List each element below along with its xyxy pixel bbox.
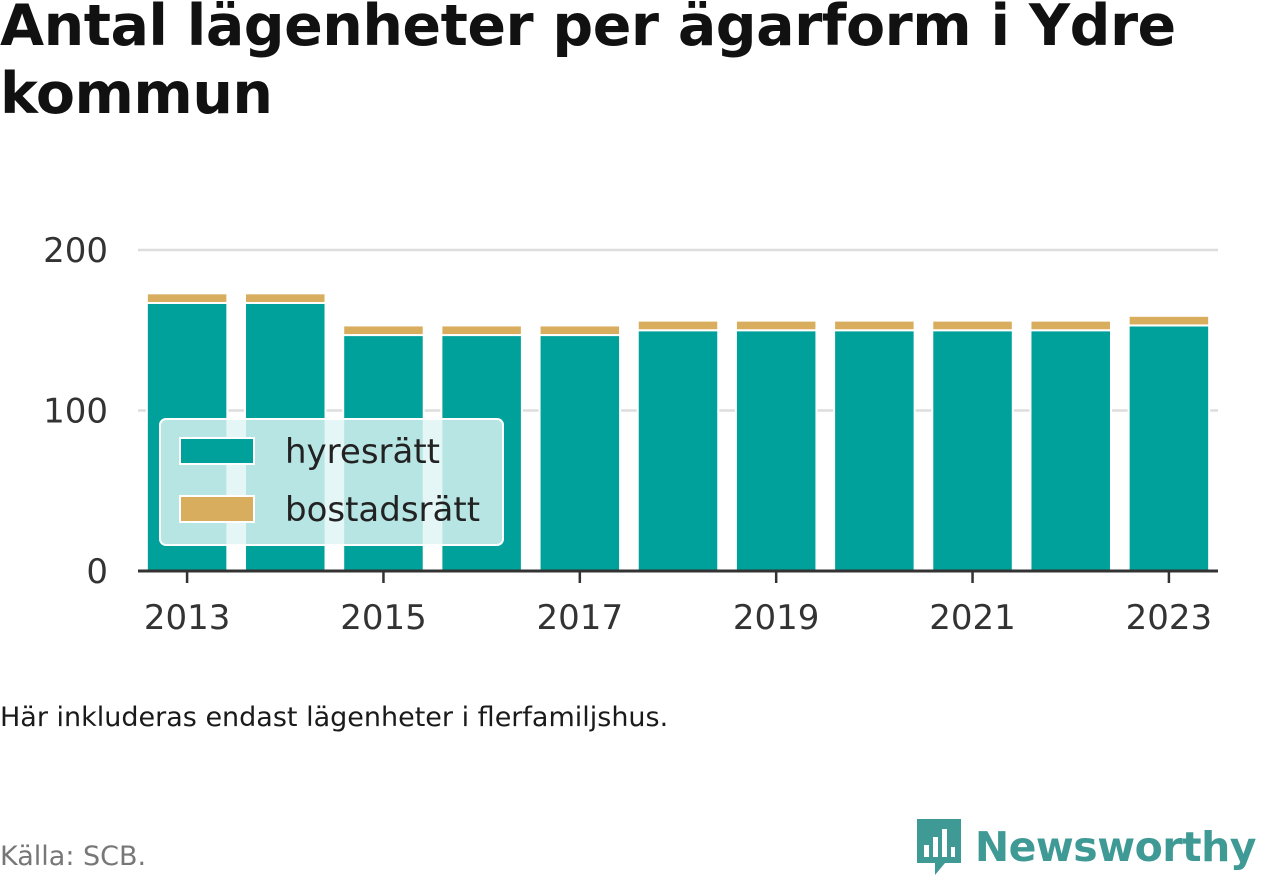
chart-note: Här inkluderas endast lägenheter i flerf… [0,702,669,733]
x-tick-label: 2023 [1126,598,1213,638]
legend-swatch-hyresratt [179,437,255,465]
newsworthy-brand[interactable]: Newsworthy [915,817,1257,877]
x-tick-label: 2021 [929,598,1016,638]
x-tick-label: 2015 [340,598,427,638]
brand-name: Newsworthy [974,823,1257,871]
legend-label-hyresratt: hyresrätt [285,432,440,472]
legend-label-bostadsratt: bostadsrätt [285,490,480,530]
bar-hyresratt-2017 [538,334,622,572]
y-tick-label: 200 [43,231,108,271]
bar-bostadsratt-2020 [833,319,916,332]
bar-hyresratt-2018 [636,329,720,572]
y-tick-label: 0 [86,552,108,592]
bar-bostadsratt-2023 [1127,314,1211,327]
bar-hyresratt-2022 [1029,329,1112,572]
bar-bostadsratt-2021 [931,319,1014,332]
x-tick-label: 2019 [733,598,820,638]
stacked-bar-chart: 0 100 200 2013 2015 2017 2019 2021 2023 hyresrät… [43,231,1218,638]
bar-bostadsratt-2016 [440,324,523,337]
bar-bostadsratt-2022 [1029,319,1112,332]
x-tick-label: 2017 [537,598,624,638]
bar-hyresratt-2019 [734,329,818,572]
legend-swatch-bostadsratt [179,495,255,523]
source-credit: Källa: SCB. [0,841,147,872]
bar-hyresratt-2023 [1127,324,1211,572]
newsworthy-logo-icon [916,819,961,875]
bar-bostadsratt-2015 [342,324,425,337]
bar-hyresratt-2020 [833,329,916,572]
bar-bostadsratt-2019 [734,319,818,332]
x-tick-label: 2013 [144,598,231,638]
legend: hyresrätt bostadsrätt [159,418,504,546]
bar-bostadsratt-2014 [244,292,327,304]
y-tick-label: 100 [43,392,108,432]
bar-hyresratt-2021 [931,329,1014,572]
bar-bostadsratt-2013 [145,292,229,304]
axes: 0 100 200 2013 2015 2017 2019 2021 2023 [43,231,1218,638]
chart-title: Antal lägenheter per ägarform i Ydre kom… [0,0,1176,127]
bar-bostadsratt-2017 [538,324,622,337]
bar-bostadsratt-2018 [636,319,720,332]
